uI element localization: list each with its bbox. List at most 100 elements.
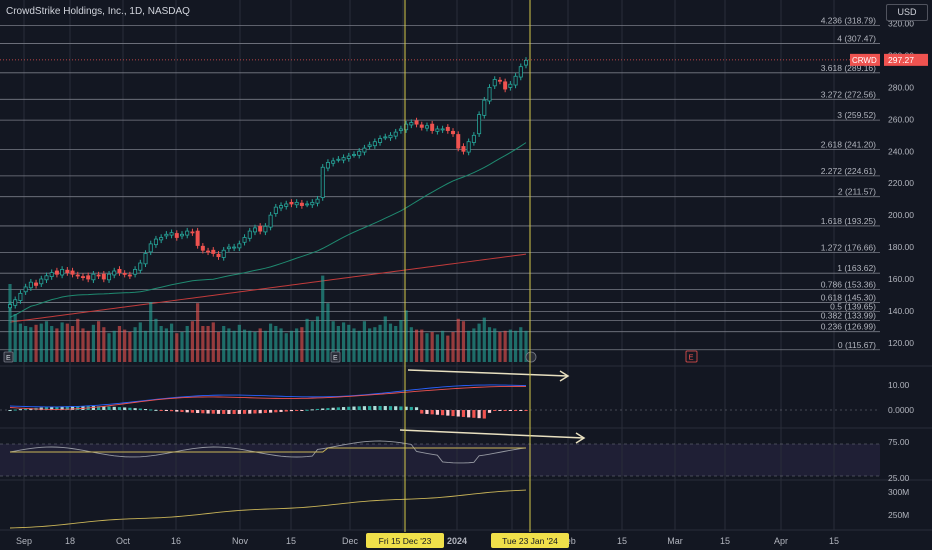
fib-label-9: 1.272 (176.66) (821, 242, 876, 252)
macd-hist-bar (159, 410, 163, 411)
volume-bar (76, 318, 80, 362)
volume-bar (154, 318, 158, 362)
volume-bar (263, 330, 267, 362)
ticker-tag: CRWD (852, 56, 877, 65)
macd-hist-bar (487, 410, 492, 413)
y-tick-label: 220.00 (888, 178, 914, 188)
macd-hist-bar (435, 410, 439, 415)
volume-bar (388, 323, 393, 362)
split-marker (525, 351, 537, 363)
volume-bar (102, 327, 106, 362)
candle-body (383, 136, 388, 139)
candle-body (70, 270, 75, 275)
macd-hist-bar (50, 406, 54, 410)
volume-bar (493, 328, 497, 362)
macd-hist-bar (91, 406, 95, 410)
volume-bar (315, 316, 320, 362)
candle-body (54, 270, 59, 275)
candle-body (143, 253, 148, 265)
macd-hist-bar (248, 410, 252, 414)
macd-hist-bar (326, 408, 330, 410)
volume-bar (289, 330, 294, 362)
candle-body (28, 281, 33, 289)
earnings-marker (330, 351, 341, 363)
candle-body (122, 273, 127, 275)
y-tick-label: 160.00 (888, 274, 914, 284)
candle-body (258, 225, 263, 232)
candle-body (247, 230, 252, 239)
volume-bar (149, 302, 153, 362)
candle-body (44, 275, 49, 281)
volume-bar (269, 323, 273, 362)
macd-hist-bar (102, 406, 106, 410)
macd-hist-bar (76, 406, 80, 410)
macd-hist-bar (279, 410, 283, 412)
volume-bar (404, 310, 408, 362)
candle-body (451, 130, 456, 135)
candle-body (294, 201, 299, 206)
volume-bar (477, 323, 481, 362)
x-tick-label: 18 (65, 536, 75, 546)
candle-body (372, 141, 377, 147)
candle-body (331, 160, 336, 164)
date-tag-label: Tue 23 Jan '24 (502, 536, 558, 546)
volume-bar (81, 328, 85, 362)
candle-body (482, 99, 487, 116)
rsi-ma-line (10, 447, 526, 453)
candle-body (80, 276, 85, 278)
candle-body (440, 128, 445, 131)
rsi-tick-label: 25.00 (888, 473, 910, 483)
sma-50-line (9, 142, 527, 318)
volume-bar (373, 327, 377, 362)
macd-hist-bar (399, 406, 403, 410)
macd-hist-bar (498, 410, 502, 411)
macd-hist-bar (513, 410, 518, 411)
macd-hist-bar (315, 408, 320, 410)
candle-body (351, 154, 356, 156)
macd-hist-bar (175, 410, 179, 412)
volume-bar (508, 329, 512, 362)
macd-hist-bar (8, 410, 12, 411)
volume-bar (143, 330, 148, 362)
fib-label-0: 4.236 (318.79) (821, 16, 876, 26)
macd-hist-bar (388, 406, 393, 410)
candle-body (34, 282, 39, 286)
macd-hist-bar (378, 406, 382, 410)
candle-body (320, 166, 325, 198)
fib-label-4: 3 (259.52) (837, 110, 876, 120)
macd-hist-bar (519, 410, 523, 411)
ticker-tag-bg (850, 53, 880, 66)
volume-bar (138, 322, 142, 362)
volume-bar (175, 333, 179, 362)
fib-label-15: 0.236 (126.99) (821, 322, 876, 332)
date-tag-label: Fri 15 Dec '23 (379, 536, 432, 546)
macd-hist-bar (368, 406, 372, 410)
macd-hist-bar (456, 410, 460, 417)
volume-bar (13, 314, 17, 362)
volume-bar (97, 321, 101, 362)
volume-bar (112, 330, 116, 362)
volume-bar (300, 327, 304, 362)
macd-hist-bar (112, 406, 116, 410)
macd-hist-bar (211, 410, 215, 414)
candle-body (200, 245, 205, 251)
y-tick-label: 120.00 (888, 338, 914, 348)
candle-body (39, 278, 44, 285)
fib-label-3: 3.272 (272.56) (821, 89, 876, 99)
currency-button[interactable]: USD (886, 4, 928, 21)
candle-body (60, 269, 65, 276)
candle-body (362, 147, 367, 153)
fib-label-13: 0.5 (139.65) (830, 301, 876, 311)
volume-bar (211, 322, 215, 362)
candle-body (513, 75, 518, 86)
earnings-marker-label: E (333, 355, 338, 362)
candle-body (263, 225, 268, 233)
macd-tick-label: 0.0000 (888, 405, 914, 415)
volume-bar (498, 332, 502, 362)
candle-body (430, 123, 435, 131)
volume-bar (414, 329, 419, 362)
volume-bar (467, 330, 471, 362)
obv-tick-label: 250M (888, 510, 909, 520)
candle-body (279, 205, 284, 209)
